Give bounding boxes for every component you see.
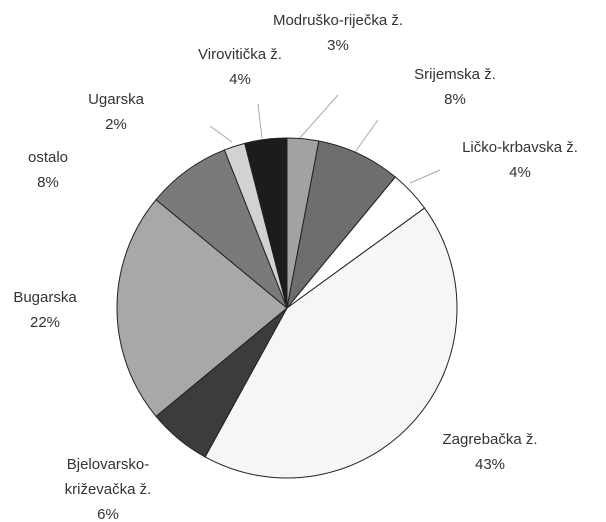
- value-label: 22%: [29, 314, 61, 331]
- leader-line: [409, 169, 441, 184]
- value-label: 8%: [444, 91, 466, 108]
- category-label: Modruško-riječka ž.: [272, 12, 404, 29]
- value-label: 3%: [327, 37, 349, 54]
- value-label: 8%: [37, 174, 59, 191]
- value-label: 2%: [105, 116, 127, 133]
- category-label: ostalo: [27, 149, 69, 166]
- category-label: Virovitička ž.: [198, 46, 282, 63]
- category-label: Bjelovarsko-križevačka ž.: [64, 456, 152, 498]
- category-label: Srijemska ž.: [414, 66, 496, 83]
- value-label: 6%: [97, 506, 119, 522]
- value-label: 43%: [474, 456, 506, 473]
- leader-lines: [209, 94, 441, 184]
- leader-line: [297, 94, 339, 141]
- category-label: Zagrebačka ž.: [442, 431, 538, 448]
- leader-line: [209, 125, 233, 143]
- pie-slice: [116, 198, 288, 418]
- leader-line: [257, 103, 263, 139]
- category-label: Ugarska: [88, 91, 144, 108]
- category-label: Ličko-krbavska ž.: [462, 139, 578, 156]
- value-label: 4%: [229, 71, 251, 88]
- value-label: 4%: [509, 164, 531, 181]
- category-label: Bugarska: [13, 289, 77, 306]
- pie-slice: [204, 207, 458, 479]
- leader-line: [354, 119, 379, 153]
- pie-slice: [244, 137, 288, 309]
